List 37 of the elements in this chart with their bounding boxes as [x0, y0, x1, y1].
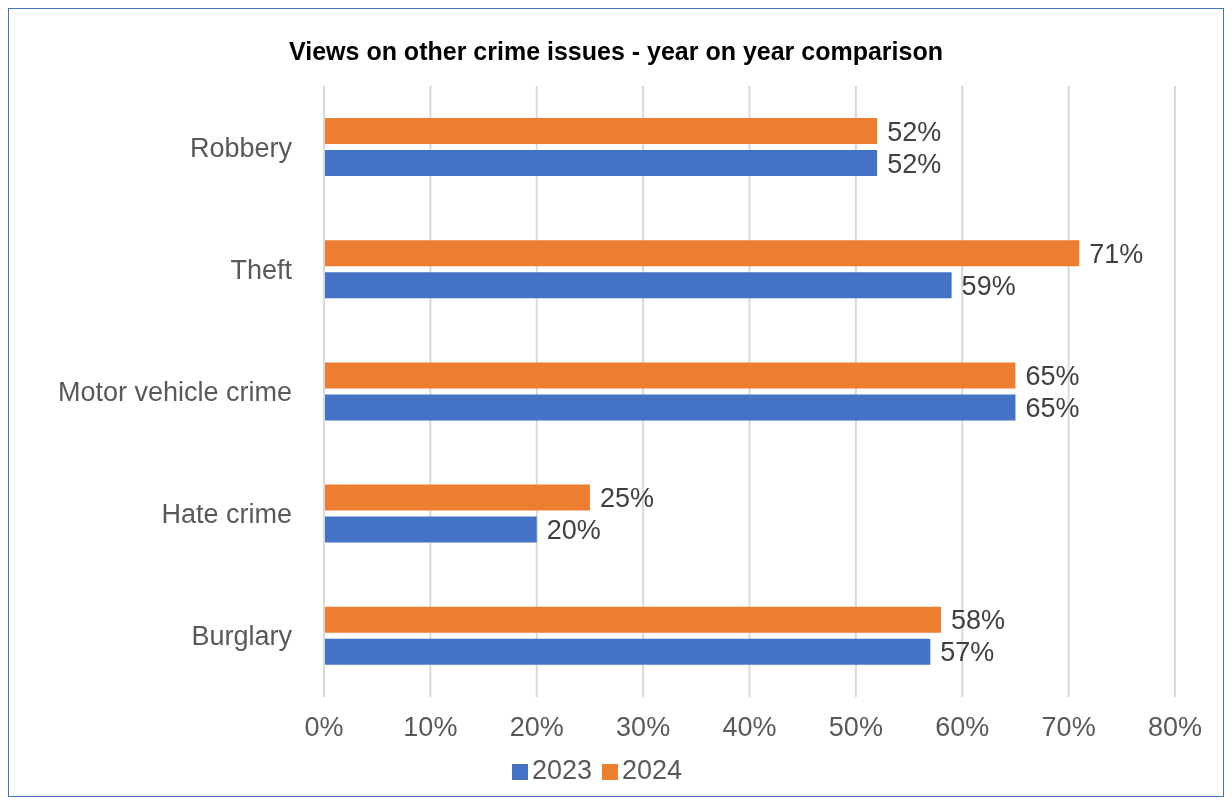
bar — [324, 118, 878, 144]
data-label: 58% — [950, 605, 1006, 636]
data-label: 65% — [1025, 360, 1080, 391]
bar — [324, 516, 537, 543]
data-label: 20% — [546, 515, 601, 546]
x-tick-label: 40% — [722, 712, 777, 743]
y-tick-label: Robbery — [189, 132, 293, 163]
data-label: 25% — [599, 483, 654, 514]
bar — [324, 150, 878, 176]
legend-label: 2024 — [622, 755, 683, 785]
x-tick-label: 80% — [1147, 712, 1203, 743]
y-tick-label: Burglary — [191, 621, 293, 652]
y-tick-label: Hate crime — [161, 499, 292, 530]
bar — [324, 362, 1016, 389]
bar — [324, 394, 1016, 421]
chart-title: Views on other crime issues - year on year comparison — [288, 37, 944, 66]
x-tick-label: 0% — [304, 712, 344, 743]
data-label: 52% — [887, 116, 942, 147]
data-label: 71% — [1089, 238, 1144, 269]
x-tick-label: 20% — [509, 712, 564, 743]
x-tick-label: 50% — [828, 712, 883, 743]
data-label: 52% — [887, 148, 942, 179]
data-label: 65% — [1025, 392, 1080, 423]
bar — [324, 272, 952, 299]
bar — [324, 606, 941, 633]
y-tick-label: Theft — [230, 254, 293, 285]
x-tick-label: 30% — [616, 712, 671, 743]
bar — [324, 638, 931, 665]
legend-label: 2023 — [531, 755, 592, 785]
x-tick-label: 10% — [403, 712, 458, 743]
data-label: 57% — [940, 637, 995, 668]
bar — [324, 240, 1080, 267]
data-label: 59% — [961, 270, 1016, 301]
y-tick-label: Motor vehicle crime — [57, 377, 292, 408]
x-tick-label: 60% — [935, 712, 990, 743]
x-tick-label: 70% — [1041, 712, 1096, 743]
bar — [324, 484, 590, 511]
